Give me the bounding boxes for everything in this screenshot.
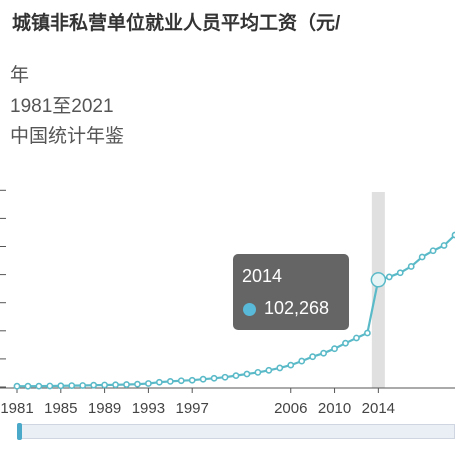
data-point xyxy=(166,377,174,385)
data-point xyxy=(13,382,21,390)
data-point xyxy=(90,381,98,389)
x-tick-label: 1997 xyxy=(176,400,209,417)
x-tick-label: 1985 xyxy=(44,400,77,417)
data-point xyxy=(243,370,251,378)
tooltip-series-dot xyxy=(243,303,256,316)
data-point xyxy=(363,329,371,337)
data-point xyxy=(221,373,229,381)
data-point xyxy=(440,242,448,249)
highlight-band xyxy=(371,192,385,388)
x-tick-label: 1981 xyxy=(0,400,33,417)
data-point xyxy=(309,353,317,361)
data-zoom-handle[interactable] xyxy=(17,423,22,440)
data-point xyxy=(57,382,65,390)
data-point xyxy=(177,377,185,385)
data-point xyxy=(155,378,163,386)
data-point xyxy=(429,247,437,255)
data-point xyxy=(232,372,240,380)
data-point xyxy=(210,374,218,382)
data-point xyxy=(199,375,207,383)
subtitle-source: 中国统计年鉴 xyxy=(10,126,125,147)
data-point xyxy=(287,361,295,369)
data-point xyxy=(134,380,141,388)
chart-title: 城镇非私营单位就业人员平均工资（元/ xyxy=(12,13,341,34)
data-point xyxy=(385,273,393,281)
x-tick-label: 1993 xyxy=(132,400,165,417)
tooltip-year: 2014 xyxy=(242,266,283,286)
data-point xyxy=(68,382,76,390)
x-tick-label: 2014 xyxy=(362,400,395,417)
data-point xyxy=(254,368,262,376)
x-tick-label: 2010 xyxy=(318,400,351,417)
data-point xyxy=(320,349,327,357)
tooltip-value: 102,268 xyxy=(264,298,330,318)
data-point xyxy=(144,380,152,387)
data-point xyxy=(298,357,306,365)
x-tick-label: 1989 xyxy=(88,400,121,417)
subtitle-range: 1981至2021 xyxy=(10,96,114,117)
data-point xyxy=(396,269,404,277)
data-point xyxy=(407,263,415,270)
data-point xyxy=(123,381,130,388)
data-point xyxy=(46,382,54,390)
data-point xyxy=(112,381,119,389)
x-tick-label: 2006 xyxy=(274,400,307,417)
highlighted-point xyxy=(370,272,387,288)
data-zoom-slider[interactable] xyxy=(19,424,455,439)
data-tooltip: 2014 102,268 xyxy=(233,254,349,330)
data-point xyxy=(331,345,338,353)
data-point xyxy=(188,376,196,384)
subtitle-unit: 年 xyxy=(10,65,30,86)
data-point xyxy=(265,366,273,374)
data-point xyxy=(24,382,32,390)
data-point xyxy=(79,382,87,389)
data-point xyxy=(353,334,360,342)
data-point xyxy=(276,364,284,372)
data-point xyxy=(342,339,349,347)
data-point xyxy=(101,381,108,389)
data-point xyxy=(418,253,426,261)
data-point xyxy=(35,382,43,390)
